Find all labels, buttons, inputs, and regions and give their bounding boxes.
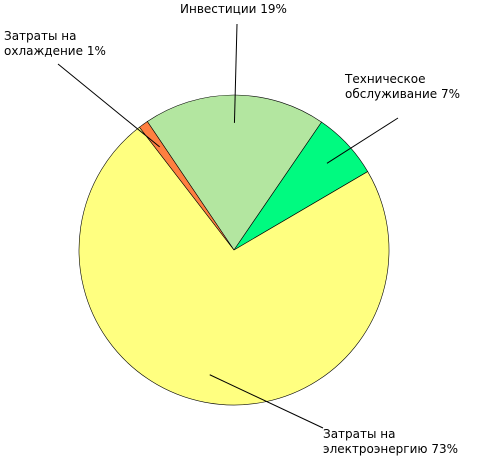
- pie-slice: [78, 126, 390, 406]
- value-label: 1%: [86, 44, 106, 58]
- leader-line: [326, 117, 399, 164]
- value-label: 19%: [260, 2, 287, 16]
- leader-line: [209, 374, 324, 429]
- pie-slice: [139, 121, 235, 251]
- pie-slice: [146, 94, 322, 251]
- category-label: Техническое обслуживание: [345, 72, 438, 101]
- slice-label: Затраты на охлаждение 1%: [4, 29, 114, 59]
- leader-line: [57, 63, 160, 148]
- slice-label: Затраты на электроэнергию 73%: [323, 427, 481, 457]
- category-label: Затраты на охлаждение: [4, 29, 83, 58]
- value-label: 7%: [441, 87, 461, 101]
- category-label: Затраты на электроэнергию: [323, 427, 428, 456]
- slice-label: Инвестиции 19%: [180, 2, 310, 17]
- slice-label: Техническое обслуживание 7%: [345, 72, 480, 102]
- value-label: 73%: [431, 442, 458, 456]
- leader-line: [233, 23, 238, 123]
- category-label: Инвестиции: [180, 2, 257, 16]
